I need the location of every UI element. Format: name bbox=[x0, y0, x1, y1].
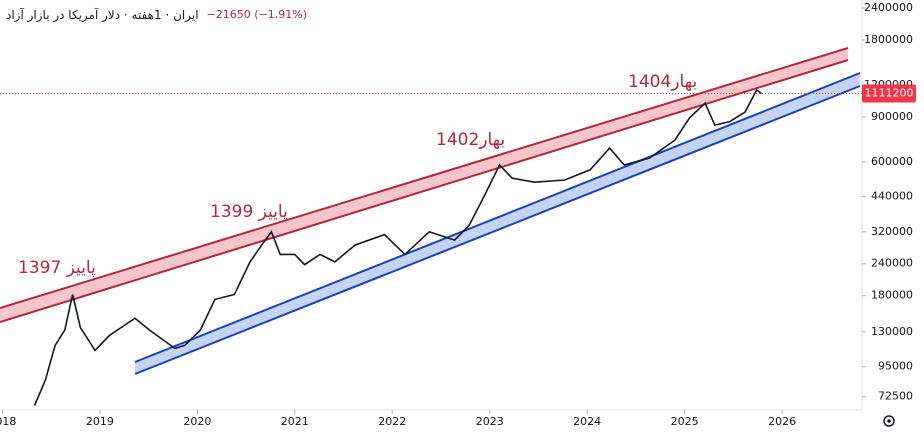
x-tick-label: 2019 bbox=[86, 415, 114, 428]
upper-channel-line bbox=[0, 47, 849, 309]
x-tick-label: 2020 bbox=[183, 415, 211, 428]
annotation: پاییز 1399 bbox=[210, 202, 288, 222]
x-tick-label: 2024 bbox=[573, 415, 601, 428]
settings-icon[interactable] bbox=[883, 415, 895, 427]
lower-channel bbox=[135, 73, 860, 374]
price-change: −21650 (−1.91%) bbox=[206, 8, 307, 21]
y-tick-label: 440000 bbox=[871, 189, 913, 202]
y-tick-label: 72500 bbox=[878, 390, 913, 403]
x-tick-label: 2022 bbox=[378, 415, 406, 428]
y-tick-label: 320000 bbox=[871, 225, 913, 238]
last-price-box bbox=[862, 84, 916, 103]
upper-channel bbox=[0, 48, 848, 322]
chart-title: ایران · 1هفته · دلار آمریکا در بازار آزا… bbox=[6, 8, 199, 22]
y-tick-label: 2400000 bbox=[864, 1, 913, 14]
x-tick-label: 2023 bbox=[476, 415, 504, 428]
lower-channel-line bbox=[134, 85, 861, 375]
x-tick-label: 2018 bbox=[0, 415, 16, 428]
annotation: پاییز 1397 bbox=[18, 258, 96, 278]
y-tick-label: 900000 bbox=[871, 110, 913, 123]
y-tick-label: 240000 bbox=[871, 257, 913, 270]
lower-channel-line bbox=[134, 72, 861, 363]
annotation: بهار1402 bbox=[436, 130, 505, 150]
y-tick-label: 95000 bbox=[878, 360, 913, 373]
y-tick-label: 1800000 bbox=[864, 33, 913, 46]
y-tick-label: 180000 bbox=[871, 289, 913, 302]
x-tick-label: 2026 bbox=[768, 415, 796, 428]
price-line bbox=[33, 88, 763, 406]
y-tick-label: 600000 bbox=[871, 155, 913, 168]
x-tick-label: 2025 bbox=[671, 415, 699, 428]
header: ایران · 1هفته · دلار آمریکا در بازار آزا… bbox=[6, 8, 307, 22]
upper-channel-line bbox=[0, 59, 849, 323]
annotation: بهار1404 bbox=[628, 72, 697, 92]
last-price-label: 1111200 bbox=[865, 87, 914, 100]
x-tick-label: 2021 bbox=[281, 415, 309, 428]
y-tick-label: 130000 bbox=[871, 325, 913, 338]
